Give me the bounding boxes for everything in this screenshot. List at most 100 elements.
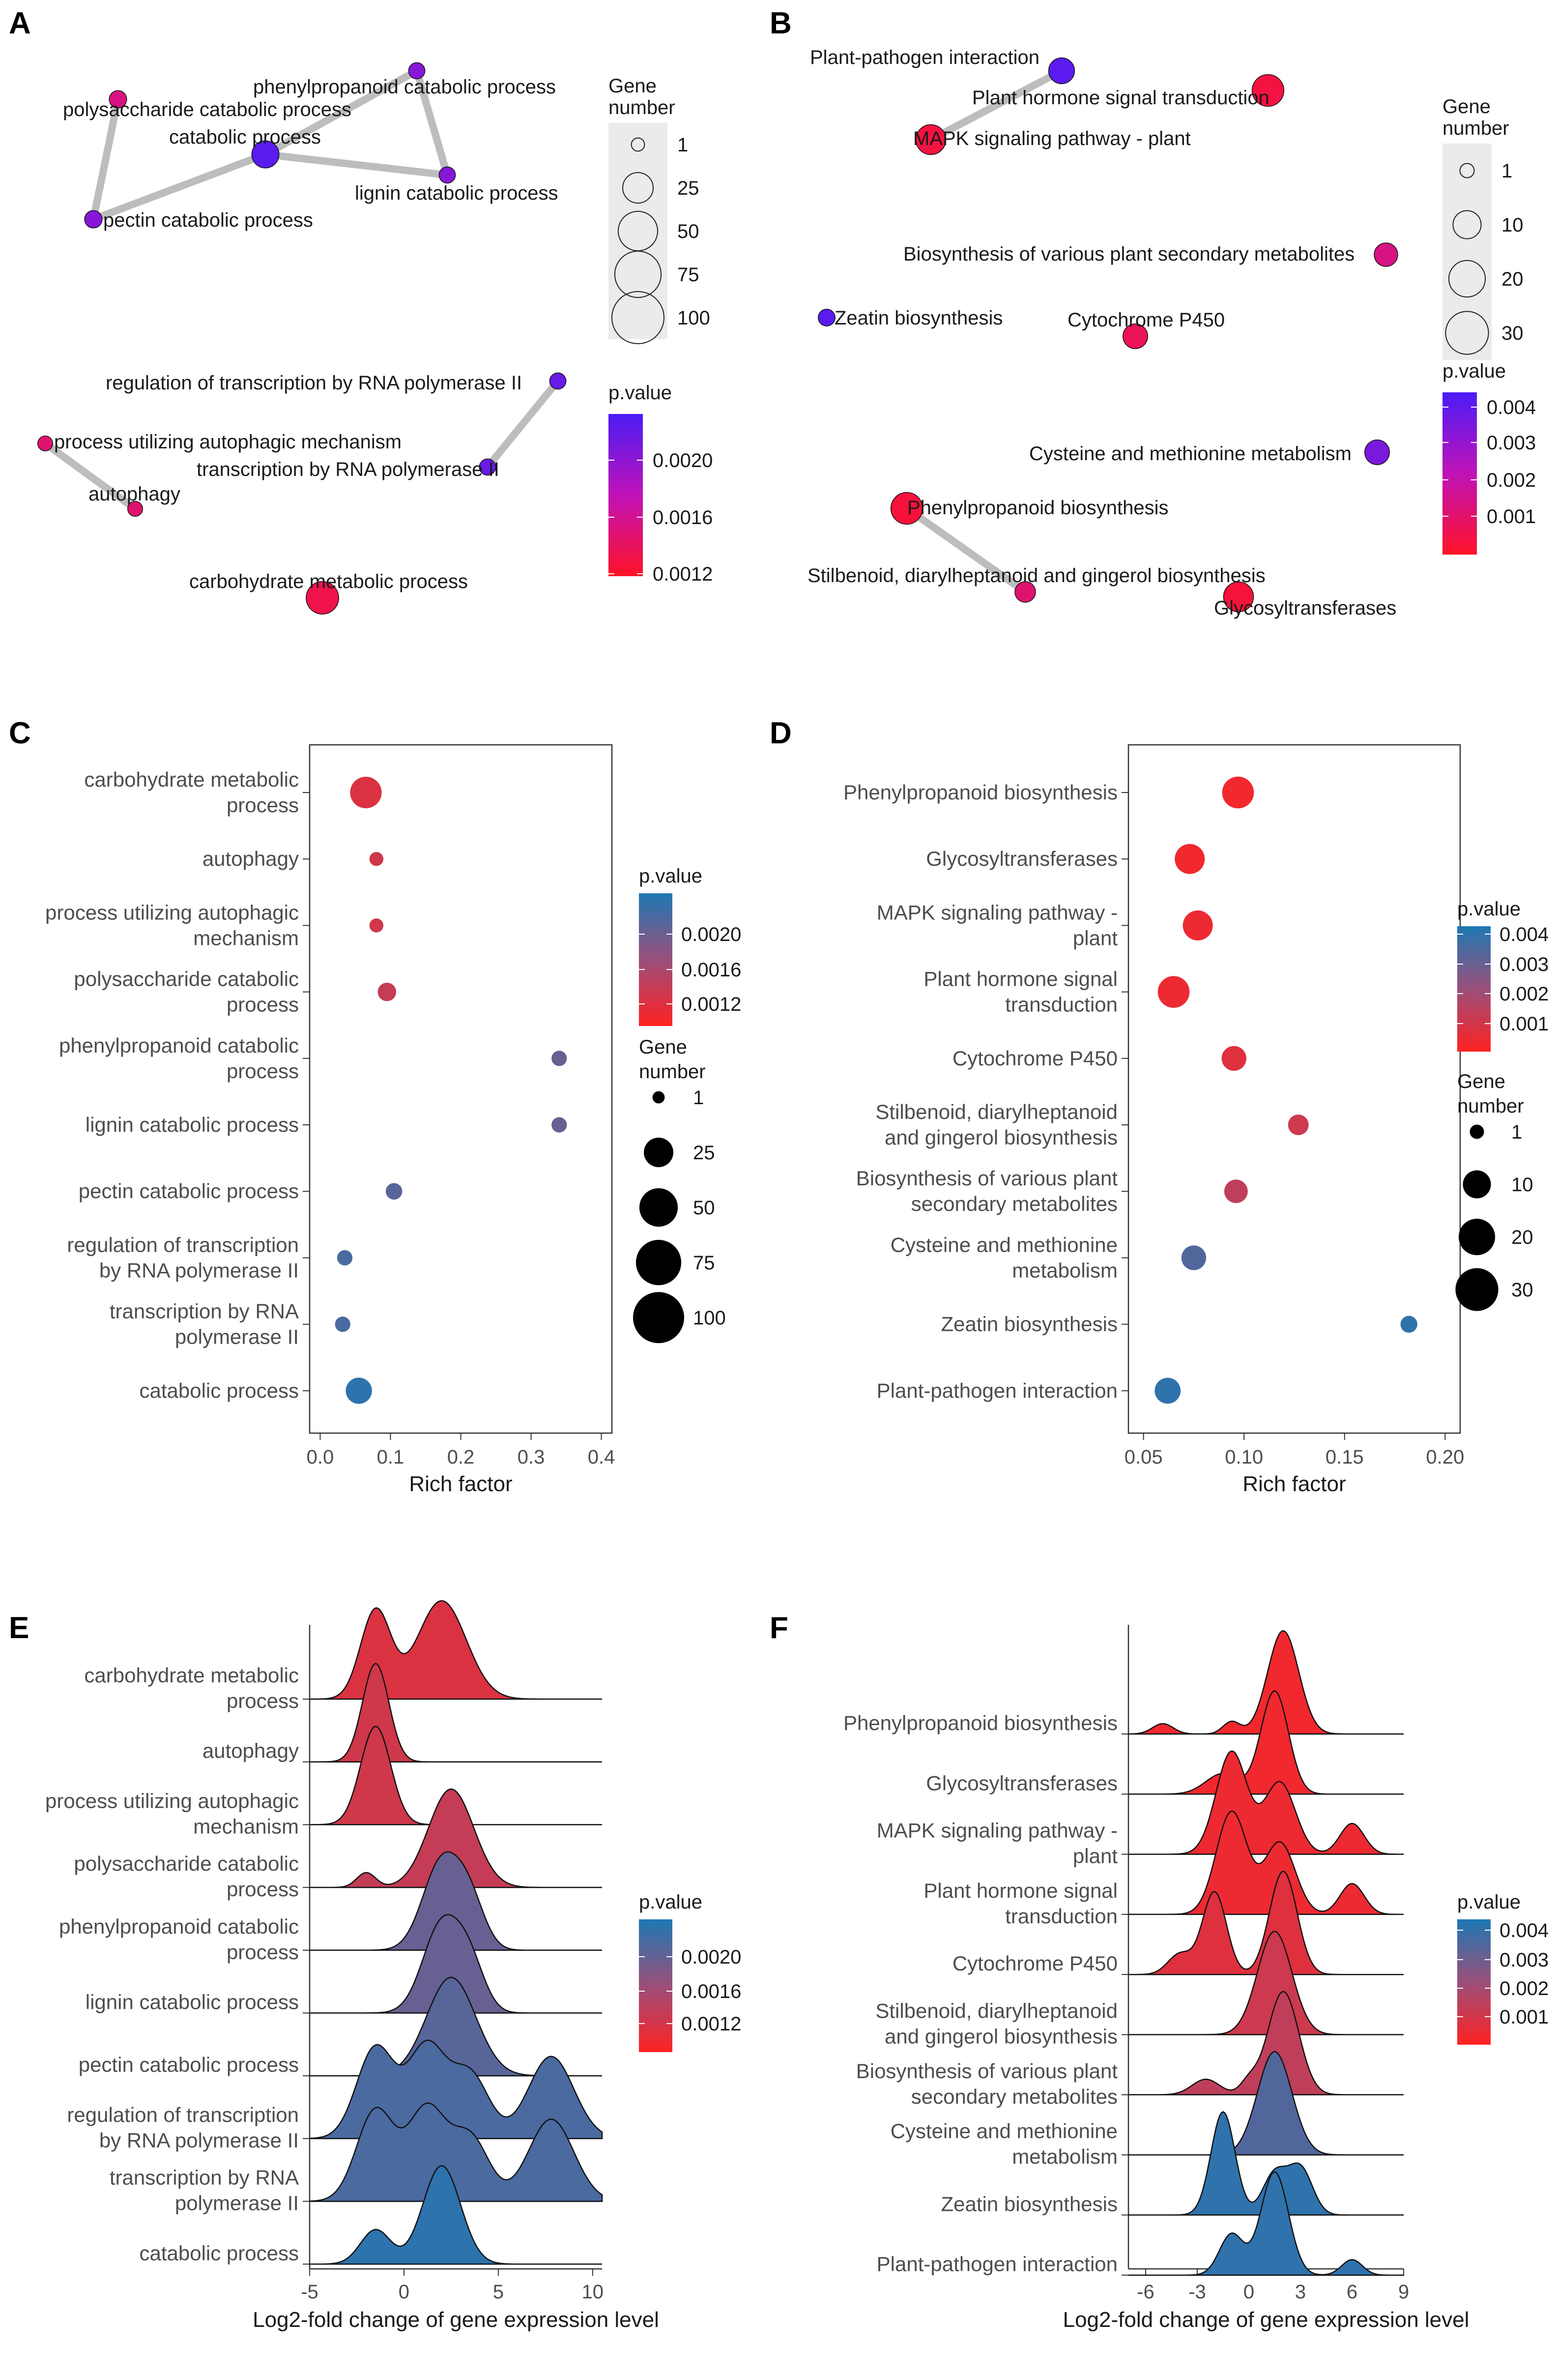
ridge-density (310, 1788, 602, 1888)
size-legend-value: 50 (677, 221, 699, 242)
ridge-density (310, 1914, 602, 2014)
pvalue-legend-tick: 0.003 (1499, 1949, 1549, 1971)
y-tick-label: transcription by RNA (110, 2166, 299, 2189)
y-tick-label: polymerase II (175, 1325, 299, 1349)
x-tick-label: 10 (582, 2281, 604, 2303)
network-node (1014, 581, 1036, 603)
network-node-label: Plant-pathogen interaction (810, 47, 1039, 68)
y-tick-label: process utilizing autophagic (45, 901, 299, 924)
network-node (1374, 242, 1398, 267)
pvalue-legend-title: p.value (1457, 898, 1521, 920)
network-node (1251, 74, 1285, 107)
x-axis-title: Rich factor (1242, 1472, 1346, 1496)
network-node (818, 309, 836, 326)
size-legend-title: number (1442, 118, 1509, 139)
ridge-density (1128, 1991, 1404, 2096)
plot-frame (1127, 744, 1461, 1434)
network-node (251, 140, 280, 169)
size-legend-value: 25 (693, 1142, 715, 1164)
network-node-label: catabolic process (169, 126, 321, 148)
pvalue-legend-tick: 0.0016 (653, 507, 713, 529)
dot-point (1181, 1245, 1207, 1270)
network-node (1223, 581, 1254, 613)
ridge-density (309, 2102, 603, 2202)
network-edge (261, 150, 451, 179)
y-tick-label: Plant-pathogen interaction (877, 1379, 1118, 1402)
y-tick-label: Biosynthesis of various plant (856, 1167, 1118, 1190)
pvalue-colorbar (639, 893, 672, 1026)
pvalue-legend-tick: 0.001 (1499, 2006, 1549, 2028)
ridge-density (1128, 1750, 1404, 1855)
size-legend-swatch (639, 1188, 678, 1227)
network-node-label: process utilizing autophagic mechanism (54, 431, 402, 453)
dot-point (1288, 1115, 1309, 1135)
y-tick-label: transcription by RNA (110, 1300, 299, 1323)
size-legend: Gene number 1 10 20 30 (1455, 1071, 1533, 1311)
y-tick-label: autophagy (202, 1739, 299, 1763)
size-legend-value: 30 (1511, 1279, 1533, 1301)
pvalue-legend-tick: 0.004 (1487, 397, 1536, 418)
panel-label-d: D (770, 716, 792, 750)
size-legend-value: 100 (693, 1307, 726, 1329)
network-node-label: Stilbenoid, diarylheptanoid and gingerol… (807, 565, 1266, 587)
y-tick-label: Cysteine and methionine (891, 2119, 1118, 2143)
y-tick-label: process (227, 993, 299, 1016)
network-edge (413, 67, 451, 179)
panel-label-b: B (770, 6, 792, 40)
size-legend-swatch (652, 1091, 665, 1104)
pvalue-colorbar (1457, 926, 1491, 1052)
x-tick-label: 0.3 (518, 1446, 545, 1468)
size-legend-swatch (1463, 1170, 1491, 1199)
y-tick-label: MAPK signaling pathway - (877, 1819, 1118, 1842)
pvalue-legend-tick: 0.003 (1499, 954, 1549, 975)
pvalue-legend-title: p.value (639, 865, 702, 887)
network-node (127, 501, 143, 517)
size-legend-value: 75 (693, 1252, 715, 1274)
network-node (109, 90, 127, 109)
x-axis-title: Log2-fold change of gene expression leve… (1063, 2308, 1470, 2332)
pvalue-legend-tick: 0.001 (1487, 506, 1536, 528)
network-node-label: MAPK signaling pathway - plant (913, 128, 1191, 149)
x-tick-label: -5 (301, 2281, 318, 2303)
pvalue-colorbar (639, 1919, 672, 2052)
y-tick-label: process (227, 1059, 299, 1083)
x-tick-label: 0.10 (1225, 1446, 1263, 1468)
pvalue-colorbar (1457, 1919, 1491, 2045)
size-legend-swatch (1448, 260, 1486, 298)
pvalue-legend-tick: 0.002 (1499, 1978, 1549, 1999)
size-legend-box (1442, 144, 1492, 360)
network-edge (927, 67, 1066, 144)
y-tick-label: Biosynthesis of various plant (856, 2059, 1118, 2083)
network-node (306, 581, 339, 615)
pvalue-legend: p.value 0.004 0.003 0.002 0.001 (1457, 898, 1549, 1052)
x-tick-label: 0.20 (1426, 1446, 1464, 1468)
size-legend-swatch (611, 291, 664, 344)
network-node-label: phenylpropanoid catabolic process (253, 76, 556, 98)
y-tick-label: plant (1073, 1845, 1118, 1868)
ridge-density (1128, 2051, 1404, 2156)
network-node (1048, 57, 1075, 85)
y-tick-label: polysaccharide catabolic (74, 1852, 299, 1875)
dot-point (1182, 910, 1213, 940)
x-tick-label: 0.4 (588, 1446, 615, 1468)
y-tick-label: Stilbenoid, diarylheptanoid (875, 1100, 1118, 1123)
x-tick-label: 0 (399, 2281, 409, 2303)
y-tick-label: by RNA polymerase II (99, 2129, 299, 2152)
pvalue-legend-tick: 0.004 (1499, 924, 1549, 945)
y-tick-label: lignin catabolic process (86, 1113, 299, 1136)
size-legend-title: Gene (639, 1036, 687, 1058)
y-tick-label: Cytochrome P450 (952, 1952, 1118, 1975)
size-legend-title: number (608, 97, 675, 118)
dot-point (551, 1117, 567, 1133)
y-tick-label: process (227, 793, 299, 817)
panel-label-c: C (9, 716, 31, 750)
size-legend-swatch (1459, 163, 1475, 178)
dot-point (369, 852, 384, 866)
y-tick-label: catabolic process (140, 1379, 299, 1402)
x-tick-label: 0.0 (307, 1446, 334, 1468)
dot-point (337, 1250, 353, 1266)
y-tick-label: pectin catabolic process (79, 2053, 299, 2076)
pvalue-colorbar (608, 414, 643, 576)
size-legend-swatch (1458, 1218, 1496, 1256)
pvalue-colorbar (1442, 392, 1477, 555)
